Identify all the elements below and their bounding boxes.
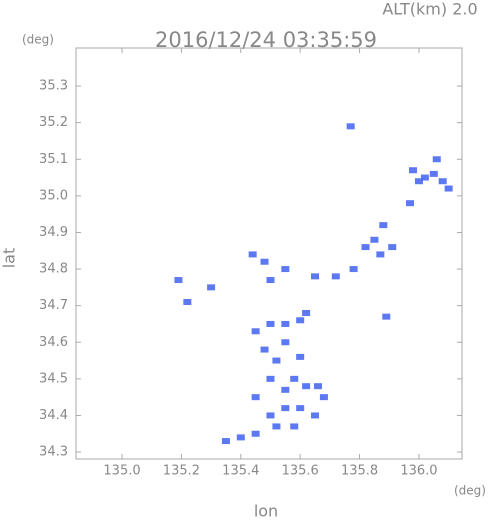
echo [248,251,257,258]
echo [349,266,358,273]
echo [376,251,385,258]
plot-frame [75,47,463,460]
echo [236,434,245,441]
echo [302,309,311,316]
echo [251,430,260,437]
echo [370,236,379,243]
y-axis-label: lat [0,248,19,269]
echo [174,277,183,284]
echo [260,346,269,353]
echo [272,357,281,364]
x-tick-label: 135.6 [282,464,319,479]
echo [414,178,423,185]
echo [406,200,415,207]
echo [429,170,438,177]
echo [281,386,290,393]
echo [266,375,275,382]
echo [281,266,290,273]
echo [207,284,216,291]
echo [296,405,305,412]
echo [432,156,441,163]
x-axis-label: lon [254,502,278,521]
y-tick-label: 35.2 [39,115,68,130]
echo [438,178,447,185]
echo [409,167,418,174]
echo [313,383,322,390]
y-tick-label: 35.3 [39,79,68,94]
echo [290,423,299,430]
echo [361,244,370,251]
echo [183,298,192,305]
x-tick-label: 135.2 [163,464,200,479]
x-tick-label: 135.8 [341,464,378,479]
echo [311,412,320,419]
echo [311,273,320,280]
echo [281,405,290,412]
x-tick-label: 136.0 [400,464,437,479]
echo [296,317,305,324]
y-tick-label: 35.0 [39,188,68,203]
y-tick-label: 34.8 [39,262,68,277]
echo [266,412,275,419]
echo [266,320,275,327]
echo [221,438,230,445]
echo [346,123,355,130]
echo [281,320,290,327]
echo [379,222,388,229]
echo [296,353,305,360]
y-tick-label: 34.6 [39,335,68,350]
y-tick-label: 34.5 [39,371,68,386]
echo [251,328,260,335]
echo [290,375,299,382]
y-tick-label: 34.7 [39,298,68,313]
x-tick-label: 135.4 [222,464,259,479]
echo [388,244,397,251]
y-unit: (deg) [22,33,54,47]
echo [272,423,281,430]
echo [444,185,453,192]
x-unit: (deg) [454,484,486,498]
echo [302,383,311,390]
y-tick-label: 34.9 [39,225,68,240]
y-tick-label: 34.4 [39,408,68,423]
echo [281,339,290,346]
y-tick-label: 35.1 [39,152,68,167]
echo [331,273,340,280]
echo [260,258,269,265]
annotation: ALT(km) 2.0 [382,0,477,19]
echo [251,394,260,401]
echo [382,313,391,320]
echo [420,174,429,181]
y-tick-label: 34.3 [39,445,68,460]
echo [266,277,275,284]
x-tick-label: 135.0 [103,464,140,479]
echo [319,394,328,401]
